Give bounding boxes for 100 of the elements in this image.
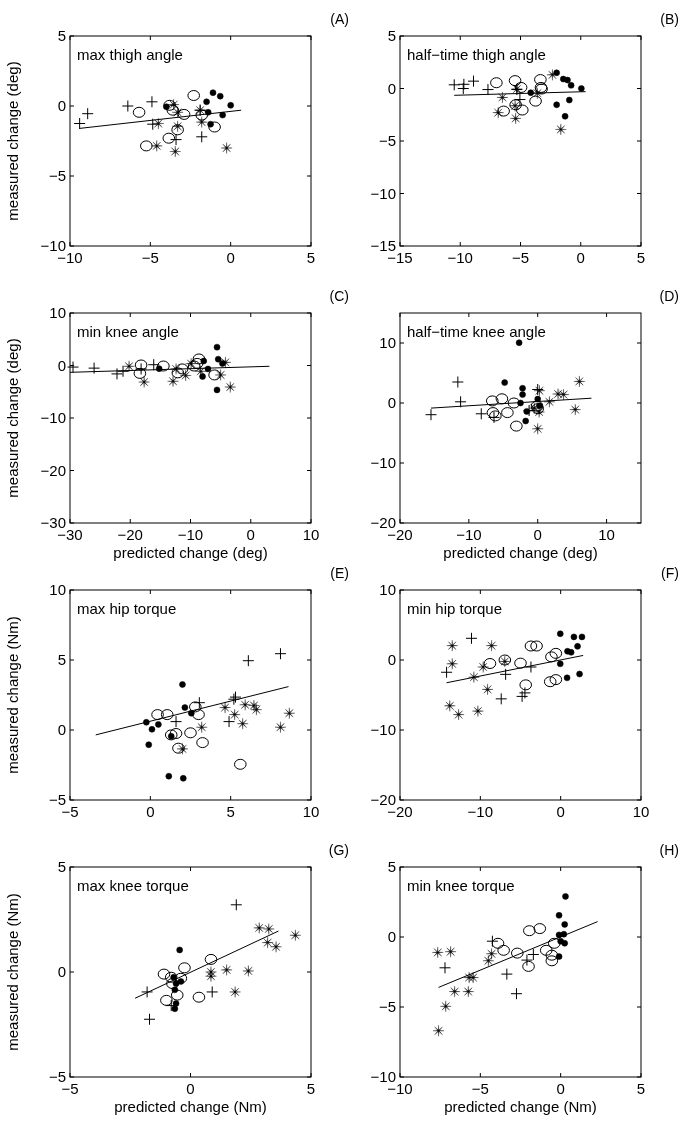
point [497, 944, 510, 956]
point [508, 75, 522, 87]
point [563, 674, 571, 682]
point [562, 893, 569, 900]
point [192, 991, 206, 1003]
point [514, 657, 527, 669]
point [448, 78, 461, 91]
x-tick-label: 0 [533, 526, 542, 543]
y-tick-label: 5 [57, 27, 66, 44]
x-tick-label: 5 [306, 249, 316, 266]
point [485, 948, 498, 960]
text: min knee angle [77, 323, 179, 340]
point [209, 89, 217, 96]
x-tick-label: −10 [447, 249, 473, 266]
point [172, 120, 184, 132]
point [516, 690, 529, 703]
point [446, 640, 458, 652]
point [507, 397, 521, 409]
point [213, 343, 221, 351]
point [185, 358, 197, 370]
point [561, 113, 569, 120]
point [516, 104, 529, 116]
point [485, 640, 498, 652]
point [578, 633, 586, 641]
point [196, 721, 208, 733]
point [270, 941, 282, 953]
point [81, 107, 94, 120]
y-tick-label: 5 [57, 858, 66, 875]
point [171, 1005, 179, 1012]
point [274, 647, 287, 660]
point [162, 132, 176, 144]
point [561, 940, 568, 947]
point [432, 946, 444, 959]
y-axis-title: measured change (Nm) [4, 893, 21, 1051]
point [519, 679, 533, 691]
point [146, 118, 159, 131]
point [219, 701, 231, 714]
x-tick-label: 10 [302, 526, 320, 543]
point [519, 385, 526, 392]
point [176, 743, 189, 755]
point [574, 643, 581, 650]
text: (H) [659, 842, 679, 858]
x-tick-label: 0 [186, 1080, 195, 1097]
point [199, 373, 206, 380]
point [221, 964, 233, 976]
y-tick-label: −10 [370, 1068, 396, 1085]
point [472, 705, 484, 717]
point [547, 937, 561, 949]
point [176, 946, 183, 954]
text: (C) [329, 288, 349, 304]
point [569, 403, 581, 416]
point [140, 140, 153, 152]
text: (B) [660, 11, 679, 27]
point [518, 686, 531, 699]
x-tick-label: 0 [556, 803, 565, 820]
point [196, 116, 208, 128]
y-axis-title: measured change (Nm) [4, 616, 21, 774]
point [164, 729, 178, 741]
y-tick-label: 0 [387, 79, 396, 97]
y-tick-label: −10 [370, 721, 396, 738]
point [457, 78, 470, 91]
point [261, 936, 274, 949]
point [477, 661, 489, 673]
point [180, 775, 187, 782]
y-tick-label: 0 [57, 97, 66, 114]
x-axis-title: predicted change (Nm) [444, 1098, 597, 1115]
x-tick-label: 5 [226, 803, 235, 820]
x-tick-label: 0 [146, 803, 155, 820]
point [169, 728, 183, 739]
point [171, 124, 184, 136]
point [143, 719, 150, 726]
text: half−time thigh angle [407, 46, 546, 63]
point [155, 365, 163, 372]
y-tick-label: −20 [40, 461, 66, 479]
text: min hip torque [407, 600, 503, 617]
point [242, 654, 255, 667]
point [468, 671, 480, 683]
x-tick-label: −10 [467, 803, 494, 820]
point [250, 704, 263, 716]
point [224, 381, 236, 393]
point [495, 393, 509, 405]
point [172, 106, 184, 118]
point [499, 668, 512, 681]
point [289, 929, 301, 941]
x-tick-label: −5 [471, 1080, 489, 1097]
x-tick-label: 0 [226, 249, 235, 266]
text: max knee torque [77, 877, 189, 894]
point [192, 353, 206, 365]
point [223, 715, 236, 728]
point [147, 358, 160, 371]
point [539, 944, 553, 956]
point [567, 82, 575, 89]
point [549, 674, 563, 686]
y-tick-label: 10 [49, 581, 66, 598]
point [523, 925, 536, 937]
point [465, 632, 478, 645]
point [543, 396, 556, 408]
point [557, 630, 564, 637]
y-tick-label: −5 [48, 167, 66, 184]
point [543, 676, 557, 688]
